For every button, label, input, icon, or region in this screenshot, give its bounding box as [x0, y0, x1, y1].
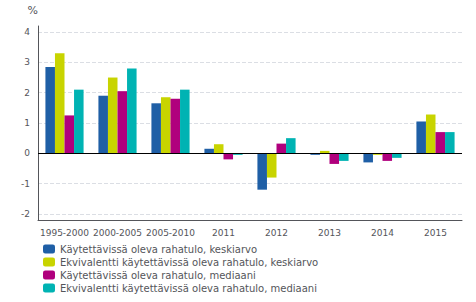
svg-text:1995-2000: 1995-2000 [40, 228, 89, 238]
svg-text:2014: 2014 [371, 228, 394, 238]
svg-text:2000-2005: 2000-2005 [93, 228, 142, 238]
svg-text:4: 4 [24, 27, 30, 37]
svg-text:-1: -1 [21, 179, 30, 189]
svg-text:2011: 2011 [212, 228, 235, 238]
svg-text:Ekvivalentti käytettävissä ole: Ekvivalentti käytettävissä oleva rahatul… [60, 257, 318, 268]
svg-text:0: 0 [24, 148, 30, 158]
svg-text:1: 1 [24, 118, 30, 128]
svg-text:2012: 2012 [265, 228, 288, 238]
svg-text:%: % [28, 4, 38, 17]
svg-text:2005-2010: 2005-2010 [146, 228, 195, 238]
svg-text:2015: 2015 [424, 228, 447, 238]
svg-text:Käytettävissä oleva rahatulo,: Käytettävissä oleva rahatulo, keskiarvo [60, 244, 257, 255]
svg-text:2013: 2013 [318, 228, 341, 238]
svg-text:Käytettävissä oleva rahatulo,: Käytettävissä oleva rahatulo, mediaani [60, 270, 256, 281]
svg-text:-2: -2 [21, 209, 30, 219]
svg-text:3: 3 [24, 57, 30, 67]
svg-text:Ekvivalentti käytettävissä ole: Ekvivalentti käytettävissä oleva rahatul… [60, 283, 317, 294]
svg-text:2: 2 [24, 88, 30, 98]
